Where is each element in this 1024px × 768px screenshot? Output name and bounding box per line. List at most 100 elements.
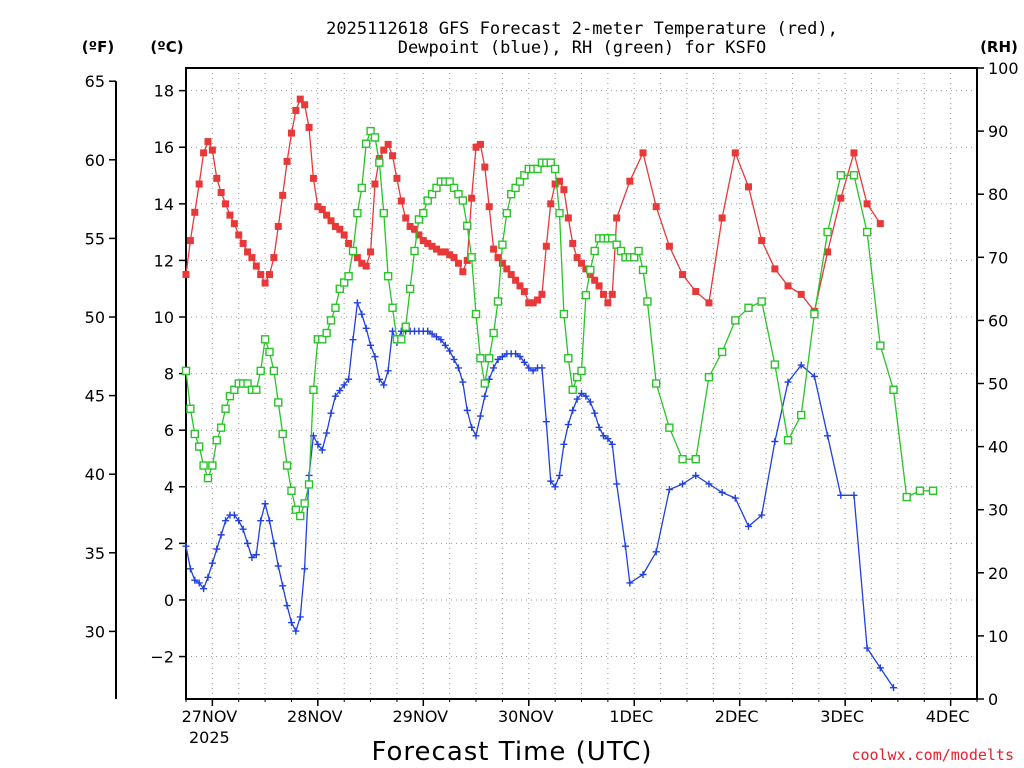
data-point xyxy=(639,149,647,157)
series-2-meter-temperature xyxy=(182,95,884,315)
data-point xyxy=(427,189,437,199)
data-point xyxy=(393,174,401,182)
data-point xyxy=(582,392,590,400)
celsius-tick-label: 14 xyxy=(154,195,174,214)
fahrenheit-tick-label: 55 xyxy=(85,229,105,248)
series-line xyxy=(185,129,934,518)
data-point xyxy=(890,684,898,692)
data-point xyxy=(345,375,353,383)
data-point xyxy=(389,327,397,335)
data-point xyxy=(692,471,700,479)
data-point xyxy=(485,203,493,211)
data-point xyxy=(889,385,898,395)
data-point xyxy=(520,358,528,366)
data-point xyxy=(608,440,616,448)
data-point xyxy=(784,282,792,290)
data-point xyxy=(626,579,634,587)
data-point xyxy=(559,309,569,319)
fahrenheit-tick-label: 35 xyxy=(85,544,105,563)
rh-tick-label: 10 xyxy=(988,627,1008,646)
data-point xyxy=(389,152,397,160)
data-point xyxy=(512,350,520,358)
data-point xyxy=(468,194,476,202)
data-point xyxy=(375,158,384,167)
data-point xyxy=(525,299,533,307)
data-point xyxy=(582,265,590,273)
data-point xyxy=(454,364,462,372)
data-point xyxy=(546,158,555,167)
data-point xyxy=(849,171,859,180)
data-point xyxy=(468,423,476,431)
data-point xyxy=(362,262,370,270)
data-point xyxy=(850,491,858,499)
data-point xyxy=(595,423,603,431)
data-point xyxy=(296,95,304,103)
data-point xyxy=(771,438,779,446)
data-point xyxy=(217,189,225,197)
data-point xyxy=(506,189,516,199)
data-point xyxy=(572,372,582,382)
data-point xyxy=(550,164,560,174)
data-point xyxy=(182,271,190,279)
data-point xyxy=(502,208,511,218)
chart-title-line-2: Dewpoint (blue), RH (green) for KSFO xyxy=(398,38,766,58)
data-point xyxy=(230,511,238,519)
data-point xyxy=(424,239,432,247)
data-point xyxy=(758,237,766,245)
data-point xyxy=(797,361,805,369)
credit-text: coolwx.com/modelts xyxy=(851,746,1014,764)
data-point xyxy=(270,254,278,262)
data-point xyxy=(692,288,700,296)
data-point xyxy=(810,372,818,380)
data-point xyxy=(810,309,819,319)
data-point xyxy=(375,375,383,383)
data-point xyxy=(200,585,208,593)
data-point xyxy=(322,328,331,338)
data-point xyxy=(252,262,260,270)
data-point xyxy=(191,576,199,584)
celsius-tick-label: 16 xyxy=(154,138,174,157)
data-point xyxy=(493,297,503,306)
data-point xyxy=(358,259,366,267)
data-point xyxy=(274,222,282,230)
data-point xyxy=(731,494,739,502)
data-point xyxy=(471,309,481,319)
data-point xyxy=(331,303,340,312)
data-point xyxy=(679,271,687,279)
data-point xyxy=(652,203,660,211)
data-point xyxy=(384,140,392,148)
fahrenheit-tick-label: 60 xyxy=(85,151,105,170)
data-point xyxy=(797,290,805,298)
data-point xyxy=(208,461,217,470)
data-point xyxy=(480,379,490,388)
data-point xyxy=(226,211,234,219)
data-point xyxy=(260,335,270,344)
data-point xyxy=(327,217,335,225)
data-point xyxy=(569,406,577,414)
data-point xyxy=(326,316,336,325)
data-point xyxy=(204,138,212,146)
data-point xyxy=(797,410,806,420)
data-point xyxy=(533,164,542,174)
data-point xyxy=(551,180,559,188)
celsius-tick-label: 8 xyxy=(164,365,174,384)
data-point xyxy=(287,129,295,137)
data-point xyxy=(216,423,226,432)
data-point xyxy=(353,254,361,262)
data-point xyxy=(323,211,331,219)
celsius-tick-label: 4 xyxy=(164,478,174,497)
data-point xyxy=(485,354,494,363)
celsius-tick-label: 10 xyxy=(154,308,174,327)
data-point xyxy=(257,271,265,279)
data-point xyxy=(239,239,247,247)
data-point xyxy=(252,385,261,395)
x-tick-label: 1DEC xyxy=(609,707,653,726)
data-point xyxy=(203,473,213,483)
data-point xyxy=(665,423,674,432)
data-point xyxy=(432,183,441,193)
data-point xyxy=(476,140,484,148)
data-point xyxy=(837,491,845,499)
data-point xyxy=(463,256,471,264)
data-point xyxy=(591,409,599,417)
data-point xyxy=(604,435,612,443)
